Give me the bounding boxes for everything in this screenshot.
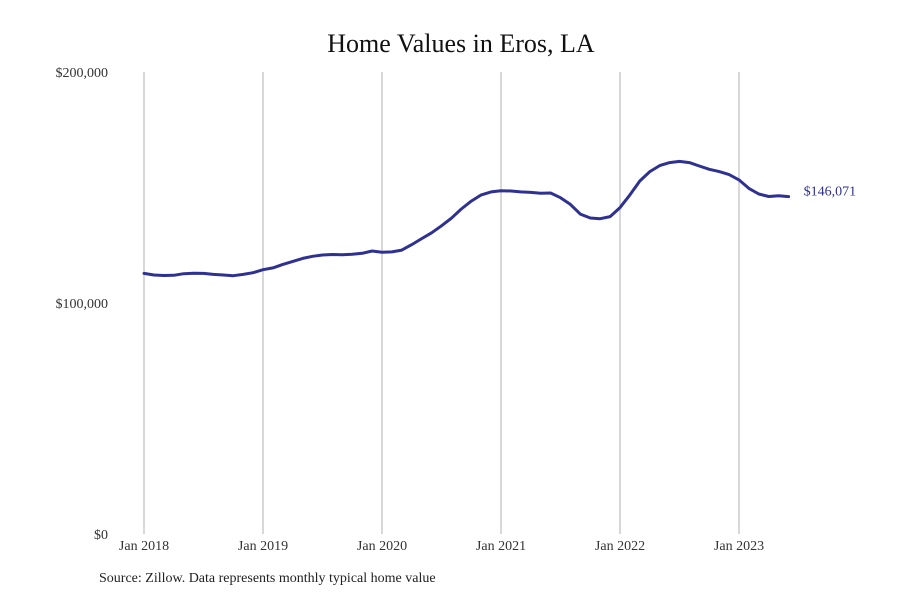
source-note: Source: Zillow. Data represents monthly … <box>99 571 436 586</box>
x-tick-label: Jan 2020 <box>357 539 407 554</box>
chart-title: Home Values in Eros, LA <box>327 29 595 58</box>
gridlines <box>143 72 740 534</box>
y-axis: $0 $100,000 $200,000 <box>56 66 109 543</box>
series-line <box>142 159 791 278</box>
x-tick-label: Jan 2023 <box>714 539 764 554</box>
x-tick-label: Jan 2021 <box>476 539 526 554</box>
x-tick-label: Jan 2022 <box>595 539 645 554</box>
y-tick-label: $100,000 <box>56 297 109 312</box>
x-tick-label: Jan 2019 <box>238 539 288 554</box>
y-tick-label: $0 <box>94 528 108 543</box>
x-tick-label: Jan 2018 <box>119 539 169 554</box>
x-axis: Jan 2018 Jan 2019 Jan 2020 Jan 2021 Jan 2022… <box>119 539 764 554</box>
y-tick-label: $200,000 <box>56 66 109 81</box>
series-layer <box>142 159 791 278</box>
last-value-label: $146,071 <box>804 185 857 200</box>
